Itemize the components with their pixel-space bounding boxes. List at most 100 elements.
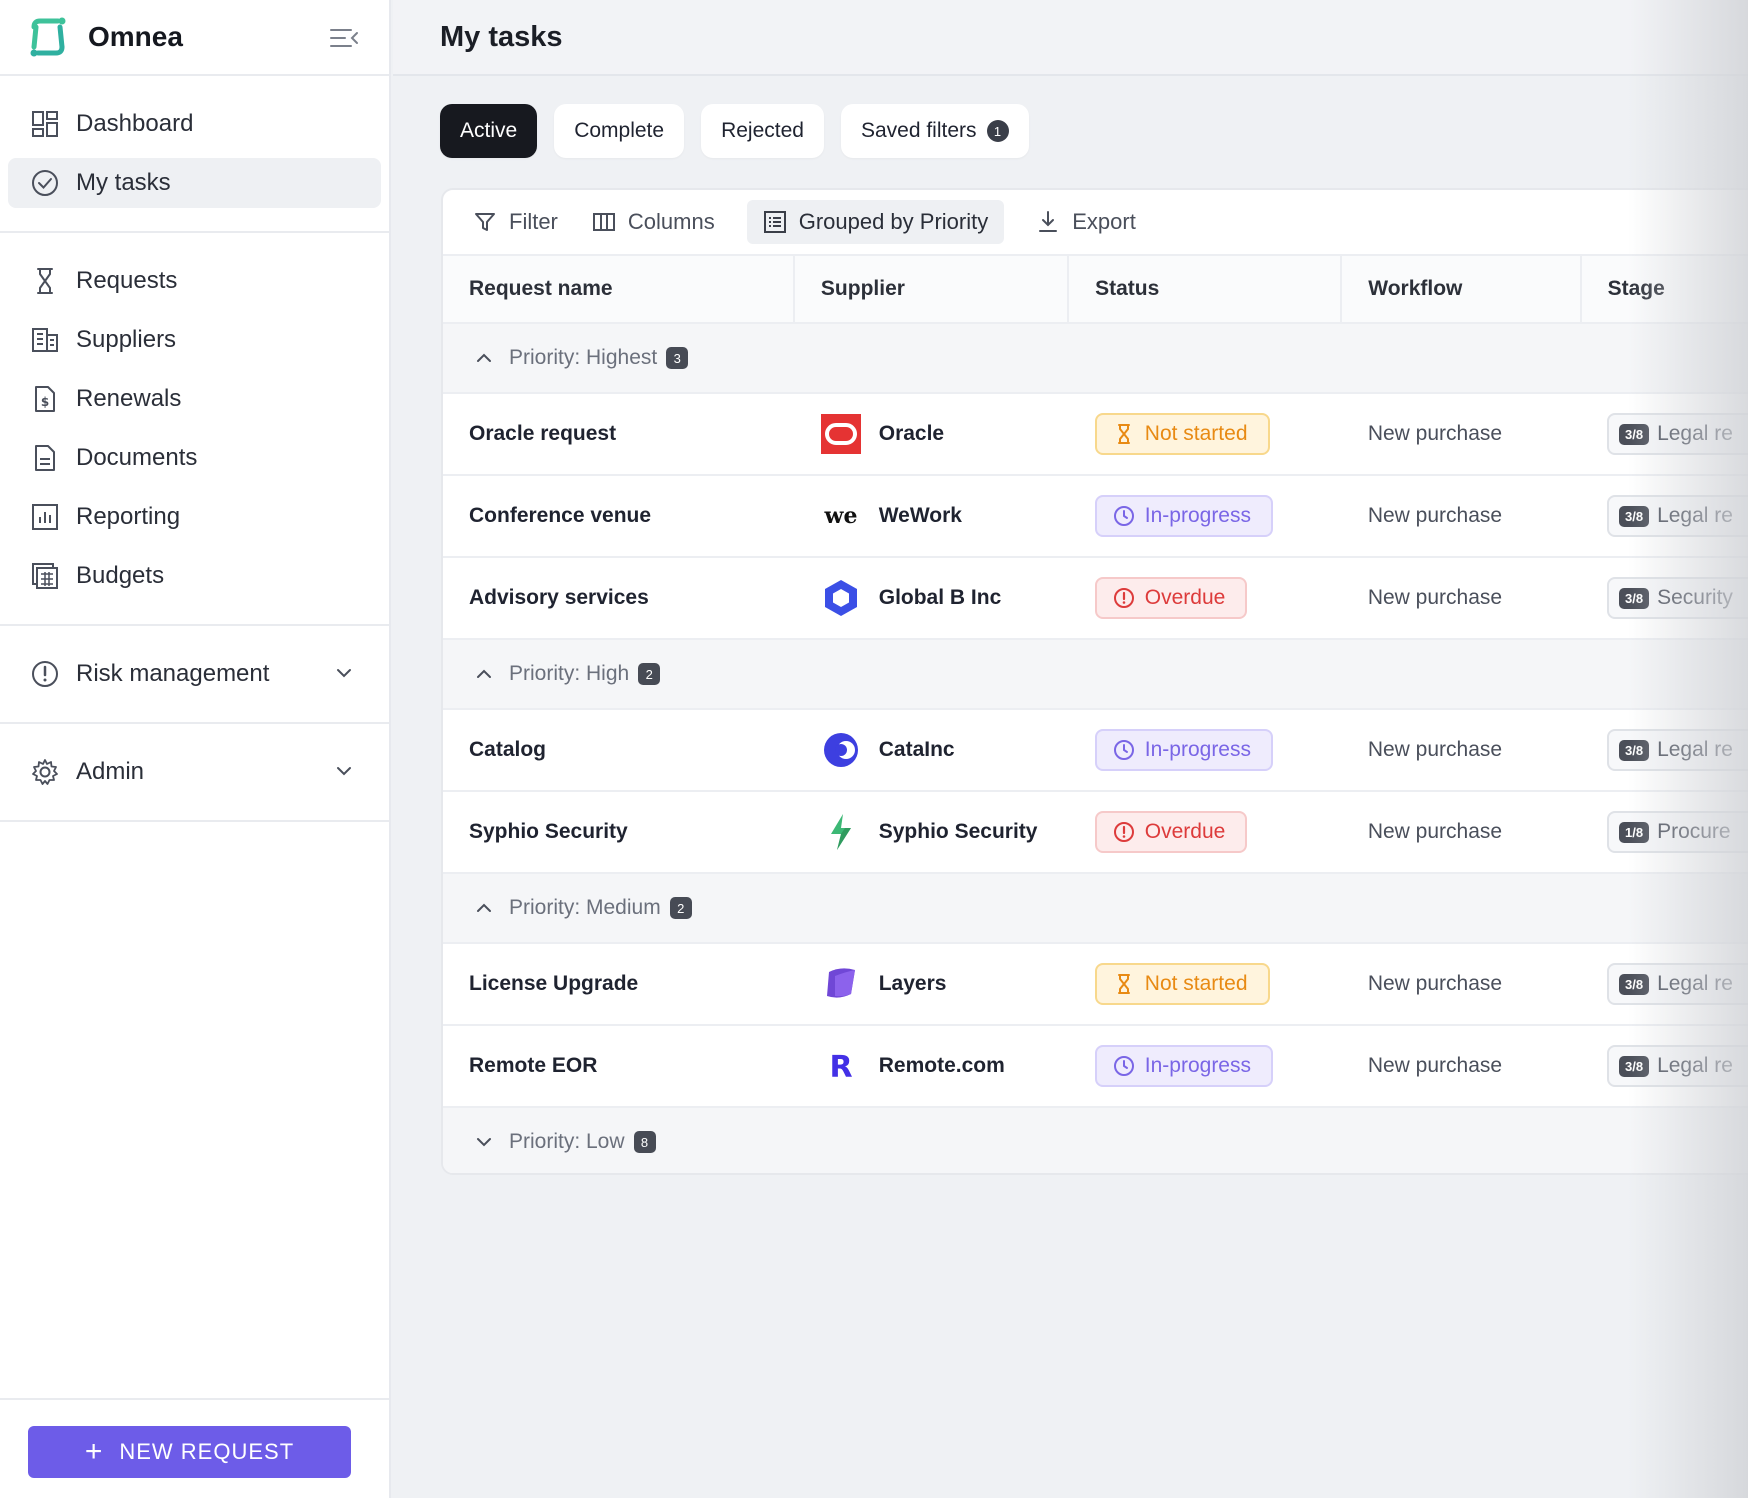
sidebar-item-label: Renewals	[76, 385, 182, 412]
stage-label: Legal re	[1657, 972, 1733, 995]
omnea-logo-icon	[30, 17, 66, 57]
sidebar-item-label: Risk management	[76, 660, 270, 687]
column-header-request-name[interactable]: Request name	[443, 256, 795, 322]
saved-filters-count-badge: 1	[986, 120, 1009, 142]
table-row[interactable]: Syphio Security Syphio Security Overdue …	[443, 792, 1748, 874]
list-group-icon	[763, 211, 786, 233]
tab-label: Saved filters	[860, 119, 977, 142]
gear-icon	[32, 759, 58, 785]
stage-cell: 3/8 Legal re	[1581, 476, 1748, 556]
sidebar-item-suppliers[interactable]: Suppliers	[8, 315, 381, 365]
table-row[interactable]: Catalog CataInc In-progress New purchase…	[443, 710, 1748, 792]
supplier-name: Remote.com	[878, 1054, 1005, 1077]
filter-button[interactable]: Filter	[471, 200, 560, 244]
chevron-up-icon	[477, 669, 491, 678]
sidebar-item-renewals[interactable]: $ Renewals	[8, 374, 381, 424]
sidebar-item-requests[interactable]: Requests	[8, 256, 381, 306]
request-name-cell: Oracle request	[469, 422, 617, 445]
request-name-cell: Advisory services	[469, 586, 649, 609]
export-button[interactable]: Export	[1034, 200, 1138, 244]
columns-icon	[592, 213, 615, 231]
status-badge: Overdue	[1094, 577, 1248, 619]
column-header-supplier[interactable]: Supplier	[795, 256, 1070, 322]
stage-progress: 3/8	[1619, 505, 1650, 527]
new-request-button[interactable]: + NEW REQUEST	[28, 1426, 351, 1478]
priority-group-header[interactable]: Priority: Low 8	[443, 1108, 1748, 1173]
sidebar-item-risk-management[interactable]: Risk management	[8, 649, 381, 699]
tab-label: Rejected	[721, 119, 804, 142]
new-request-label: NEW REQUEST	[119, 1439, 295, 1464]
group-by-button[interactable]: Grouped by Priority	[746, 200, 1005, 244]
tab-label: Active	[460, 119, 518, 142]
column-header-status[interactable]: Status	[1069, 256, 1343, 322]
globalb-logo-icon	[821, 578, 861, 618]
sidebar-item-label: My tasks	[76, 169, 171, 196]
status-label: In-progress	[1144, 738, 1251, 761]
status-badge: In-progress	[1094, 495, 1273, 537]
tab-rejected[interactable]: Rejected	[701, 104, 824, 158]
supplier-name: CataInc	[878, 738, 955, 761]
stage-badge: 3/8 Legal re	[1607, 729, 1748, 771]
document-icon	[35, 445, 55, 471]
columns-button[interactable]: Columns	[590, 200, 717, 244]
sidebar-item-label: Documents	[76, 444, 198, 471]
column-header-stage[interactable]: Stage	[1607, 277, 1665, 300]
group-count-badge: 2	[638, 663, 661, 685]
table-row[interactable]: Conference venue we WeWork In-progress N…	[443, 476, 1748, 558]
status-cell: Overdue	[1069, 558, 1342, 638]
table-row[interactable]: Remote EOR R Remote.com In-progress New …	[443, 1026, 1748, 1108]
supplier-cell: Oracle	[795, 394, 1069, 474]
hourglass-icon	[1117, 974, 1130, 994]
tab-complete[interactable]: Complete	[554, 104, 685, 158]
alert-circle-icon	[1113, 822, 1134, 842]
download-icon	[1039, 211, 1058, 232]
sidebar-item-dashboard[interactable]: Dashboard	[8, 99, 381, 149]
supplier-name: Oracle	[878, 422, 945, 445]
sidebar-item-my-tasks[interactable]: My tasks	[8, 158, 381, 208]
new-request-area: + NEW REQUEST	[0, 1398, 389, 1498]
stage-cell: 3/8 Legal re	[1581, 944, 1748, 1024]
calculator-icon	[32, 563, 58, 589]
stage-progress: 3/8	[1619, 1055, 1650, 1077]
request-name-cell: Conference venue	[469, 504, 652, 527]
dollar-document-icon: $	[35, 386, 55, 412]
table-row[interactable]: License Upgrade Layers Not started New p…	[443, 944, 1748, 1026]
chevron-up-icon	[477, 903, 491, 912]
table-row[interactable]: Oracle request Oracle Not started New pu…	[443, 394, 1748, 476]
sidebar-item-budgets[interactable]: Budgets	[8, 551, 381, 601]
page-header: My tasks	[393, 0, 1748, 76]
dashboard-icon	[32, 111, 58, 137]
sidebar-item-admin[interactable]: Admin	[8, 747, 381, 797]
columns-label: Columns	[627, 209, 715, 234]
supplier-name: Global B Inc	[878, 586, 1002, 609]
priority-group-header[interactable]: Priority: Medium 2	[443, 874, 1748, 944]
sidebar-item-label: Dashboard	[76, 110, 194, 137]
supplier-cell: Layers	[795, 944, 1069, 1024]
group-count-badge: 8	[633, 1131, 656, 1153]
status-badge: In-progress	[1094, 1045, 1273, 1087]
table-row[interactable]: Advisory services Global B Inc Overdue N…	[443, 558, 1748, 640]
status-cell: Not started	[1069, 394, 1342, 474]
stage-label: Security	[1657, 586, 1733, 609]
column-header-workflow[interactable]: Workflow	[1342, 256, 1582, 322]
priority-group-header[interactable]: Priority: Highest 3	[443, 324, 1748, 394]
group-by-label: Grouped by Priority	[798, 209, 989, 234]
sidebar-item-documents[interactable]: Documents	[8, 433, 381, 483]
sidebar-item-reporting[interactable]: Reporting	[8, 492, 381, 542]
workflow-cell: New purchase	[1367, 820, 1503, 843]
stage-cell: 3/8 Legal re	[1581, 394, 1748, 474]
group-count-badge: 2	[669, 897, 692, 919]
tab-active[interactable]: Active	[440, 104, 538, 158]
request-name-cell: Remote EOR	[469, 1054, 598, 1077]
supplier-name: Layers	[878, 972, 947, 995]
table-toolbar: Filter Columns Grouped by Priority Expor…	[443, 190, 1748, 256]
layers-logo-icon	[821, 964, 861, 1004]
stage-progress: 3/8	[1619, 587, 1650, 609]
collapse-sidebar-icon[interactable]	[329, 24, 359, 52]
priority-group-header[interactable]: Priority: High 2	[443, 640, 1748, 710]
sidebar-item-label: Admin	[76, 758, 145, 785]
status-cell: Not started	[1069, 944, 1342, 1024]
tab-saved-filters[interactable]: Saved filters 1	[840, 104, 1029, 158]
group-label: Priority: Low	[509, 1130, 625, 1153]
hourglass-icon	[1117, 424, 1130, 444]
